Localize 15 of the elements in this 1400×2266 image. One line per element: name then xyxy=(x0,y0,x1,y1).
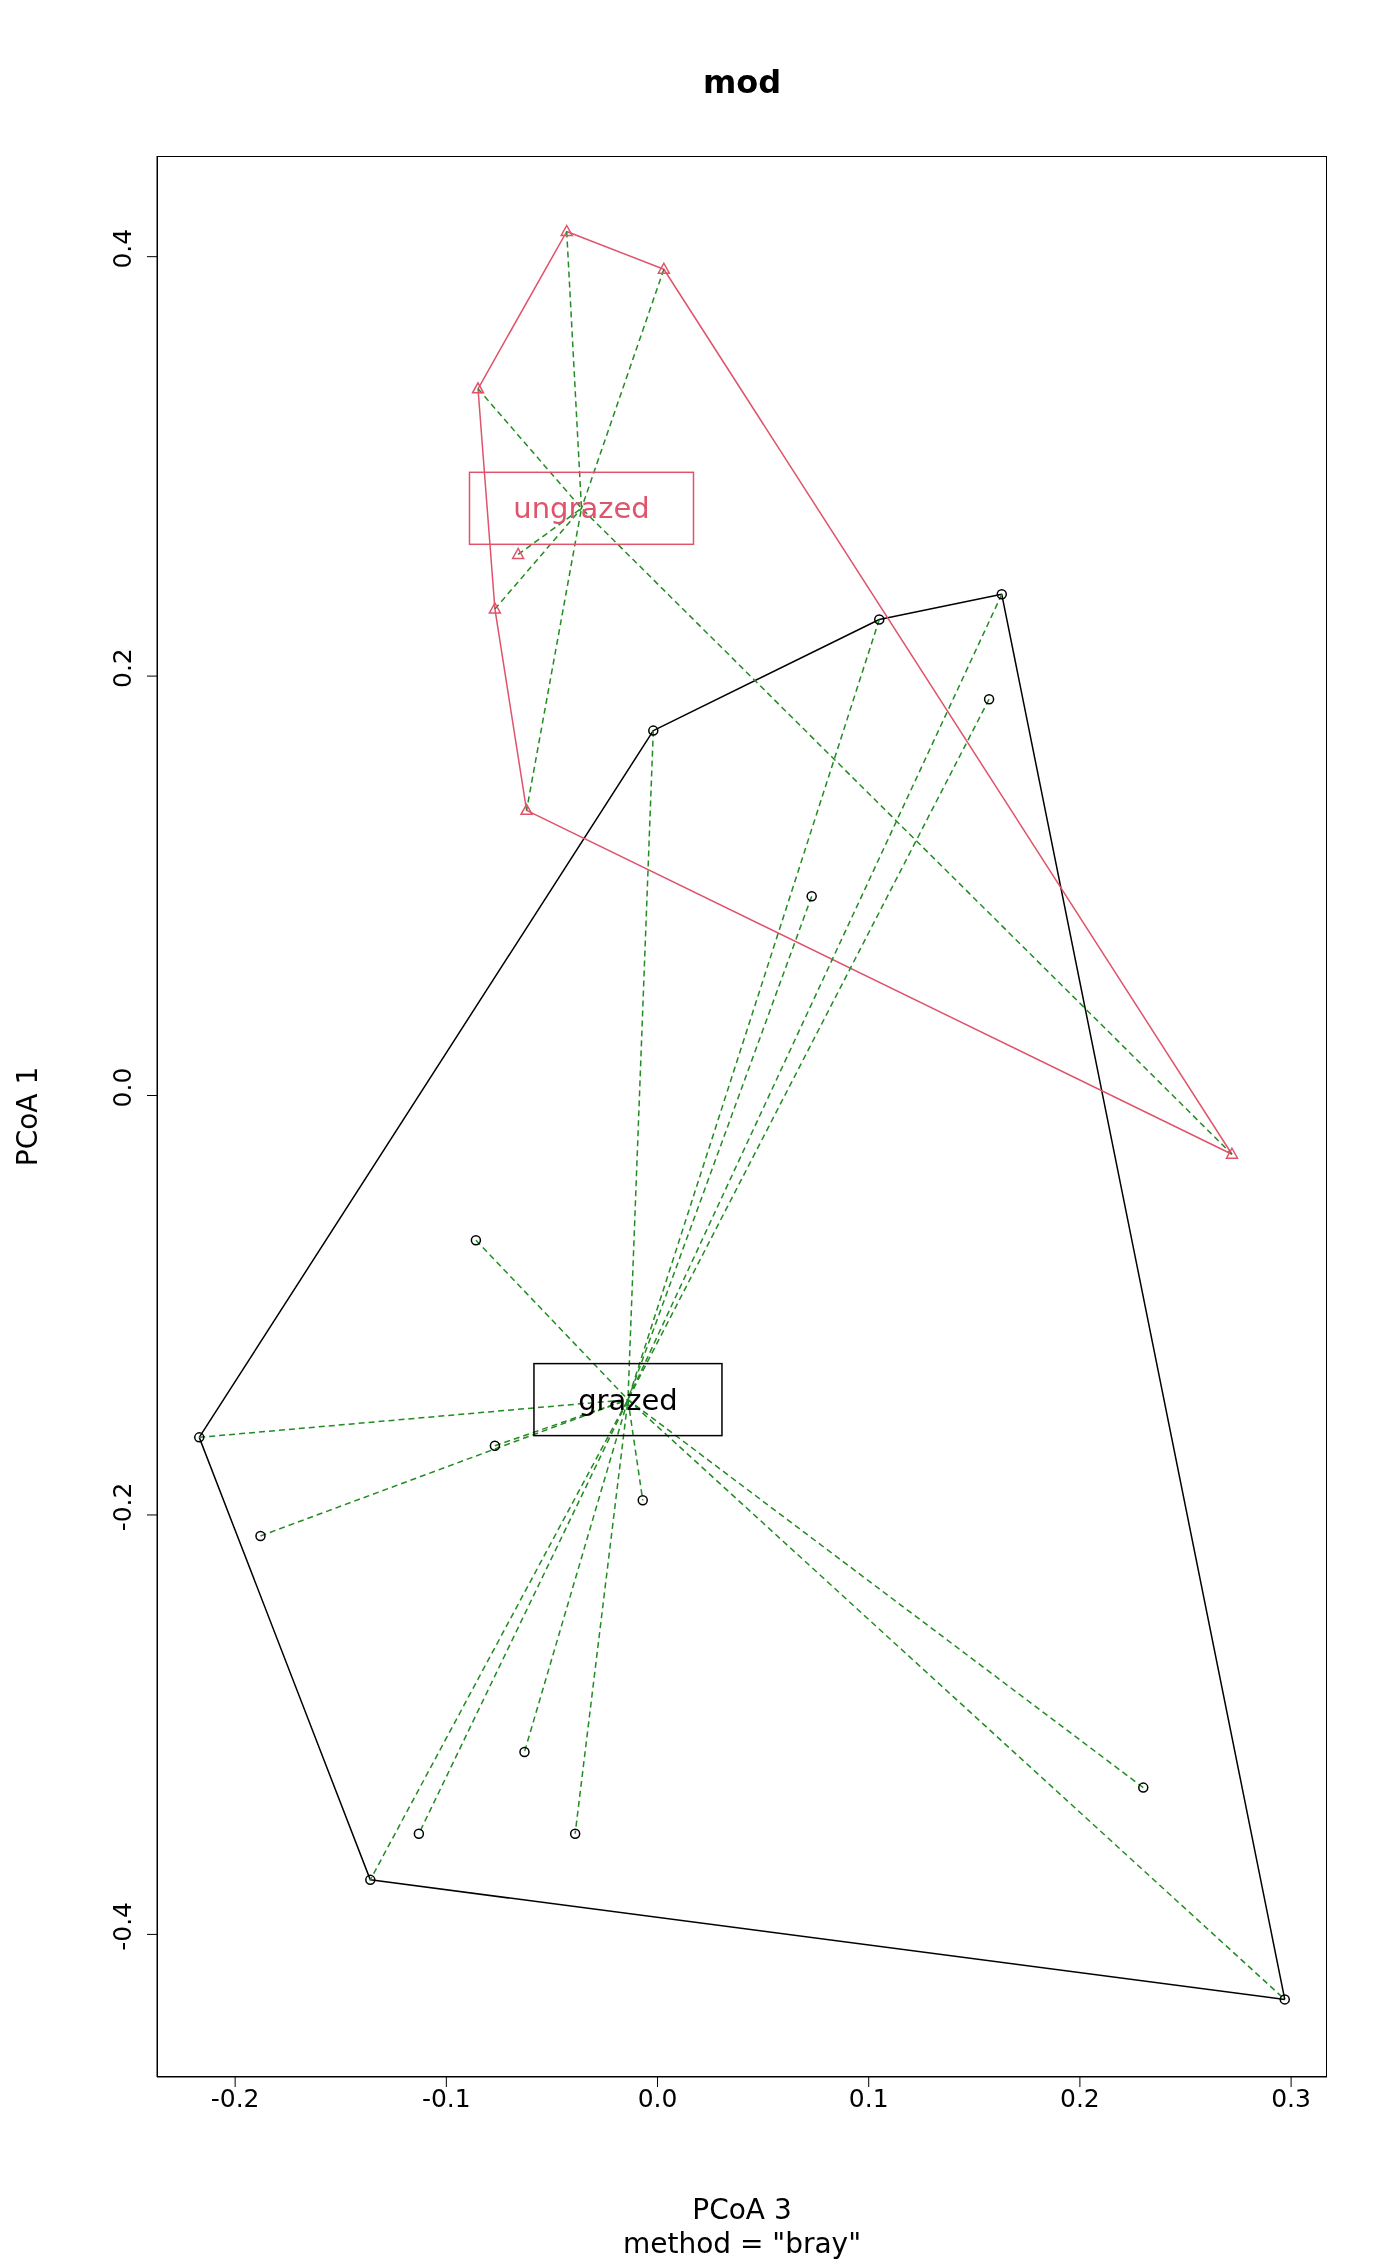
x-tick-label: 0.1 xyxy=(848,2083,889,2113)
x-tick-label: 0.2 xyxy=(1060,2083,1100,2113)
x-tick-label: -0.2 xyxy=(210,2083,260,2113)
x-tick-label: 0.0 xyxy=(637,2083,678,2113)
x-tick-label: 0.3 xyxy=(1271,2083,1311,2113)
x-axis-title: PCoA 3 xyxy=(691,2193,793,2227)
y-tick-label: 0.0 xyxy=(108,1067,137,1108)
y-tick-label: 0.4 xyxy=(108,228,137,269)
x-tick-label: -0.1 xyxy=(421,2083,471,2113)
y-tick-label: -0.2 xyxy=(108,1482,137,1532)
chart-title: mod xyxy=(701,63,783,101)
y-axis-title: PCoA 1 xyxy=(11,1066,45,1167)
y-tick-label: -0.4 xyxy=(108,1902,137,1951)
text: method = "bray" xyxy=(621,2227,863,2261)
y-tick-label: 0.2 xyxy=(108,648,137,688)
